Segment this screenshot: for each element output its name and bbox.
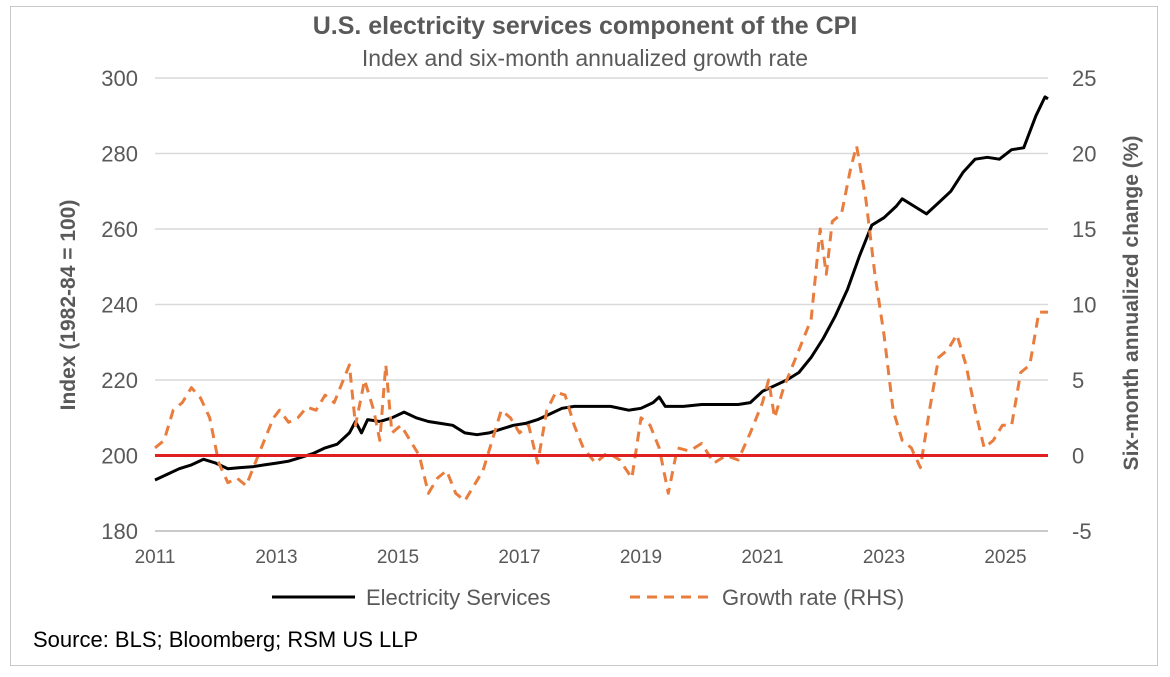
chart-title: U.S. electricity services component of t… bbox=[312, 12, 858, 40]
y-tick-label: 300 bbox=[101, 66, 138, 91]
legend: Electricity Services Growth rate (RHS) bbox=[272, 585, 904, 610]
x-tick-label: 2013 bbox=[255, 547, 297, 568]
gridlines bbox=[155, 77, 1048, 532]
y-tick-label: 220 bbox=[101, 368, 138, 393]
x-tick-label: 2019 bbox=[620, 547, 662, 568]
legend-label-electricity: Electricity Services bbox=[366, 585, 551, 610]
y2-tick-label: 5 bbox=[1072, 368, 1084, 393]
x-tick-label: 2025 bbox=[984, 547, 1026, 568]
x-tick-label: 2015 bbox=[377, 547, 419, 568]
chart-frame bbox=[10, 6, 1158, 666]
chart-subtitle: Index and six-month annualized growth ra… bbox=[361, 45, 809, 71]
x-tick-label: 2021 bbox=[741, 547, 783, 568]
y2-tick-label: 15 bbox=[1072, 217, 1096, 242]
y2-tick-label: 10 bbox=[1072, 293, 1096, 318]
series-group bbox=[154, 95, 1049, 503]
y-tick-label: 280 bbox=[101, 142, 138, 167]
legend-label-growth: Growth rate (RHS) bbox=[722, 585, 904, 610]
x-axis: 2011 2013 2015 2017 2019 2021 2023 2025 bbox=[135, 530, 1048, 568]
y-axis-right: -5 0 5 10 15 20 25 bbox=[1072, 66, 1096, 544]
source-note: Source: BLS; Bloomberg; RSM US LLP bbox=[33, 627, 419, 652]
y-axis-title-right: Six-month annualized change (%) bbox=[1120, 136, 1143, 471]
y-axis-title-left: Index (1982-84 = 100) bbox=[57, 200, 80, 411]
series-line-growth bbox=[154, 144, 1048, 503]
y-tick-label: 200 bbox=[101, 444, 138, 469]
y-axis-left: 180 200 220 240 260 280 300 bbox=[101, 66, 138, 544]
y2-tick-label: 0 bbox=[1072, 444, 1084, 469]
y-tick-label: 240 bbox=[101, 293, 138, 318]
y2-tick-label: 20 bbox=[1072, 142, 1096, 167]
y-tick-label: 180 bbox=[101, 519, 138, 544]
y2-tick-label: -5 bbox=[1072, 519, 1092, 544]
x-tick-label: 2017 bbox=[498, 547, 540, 568]
y-tick-label: 260 bbox=[101, 217, 138, 242]
y2-tick-label: 25 bbox=[1072, 66, 1096, 91]
x-tick-label: 2023 bbox=[863, 547, 905, 568]
x-tick-label: 2011 bbox=[135, 547, 176, 568]
